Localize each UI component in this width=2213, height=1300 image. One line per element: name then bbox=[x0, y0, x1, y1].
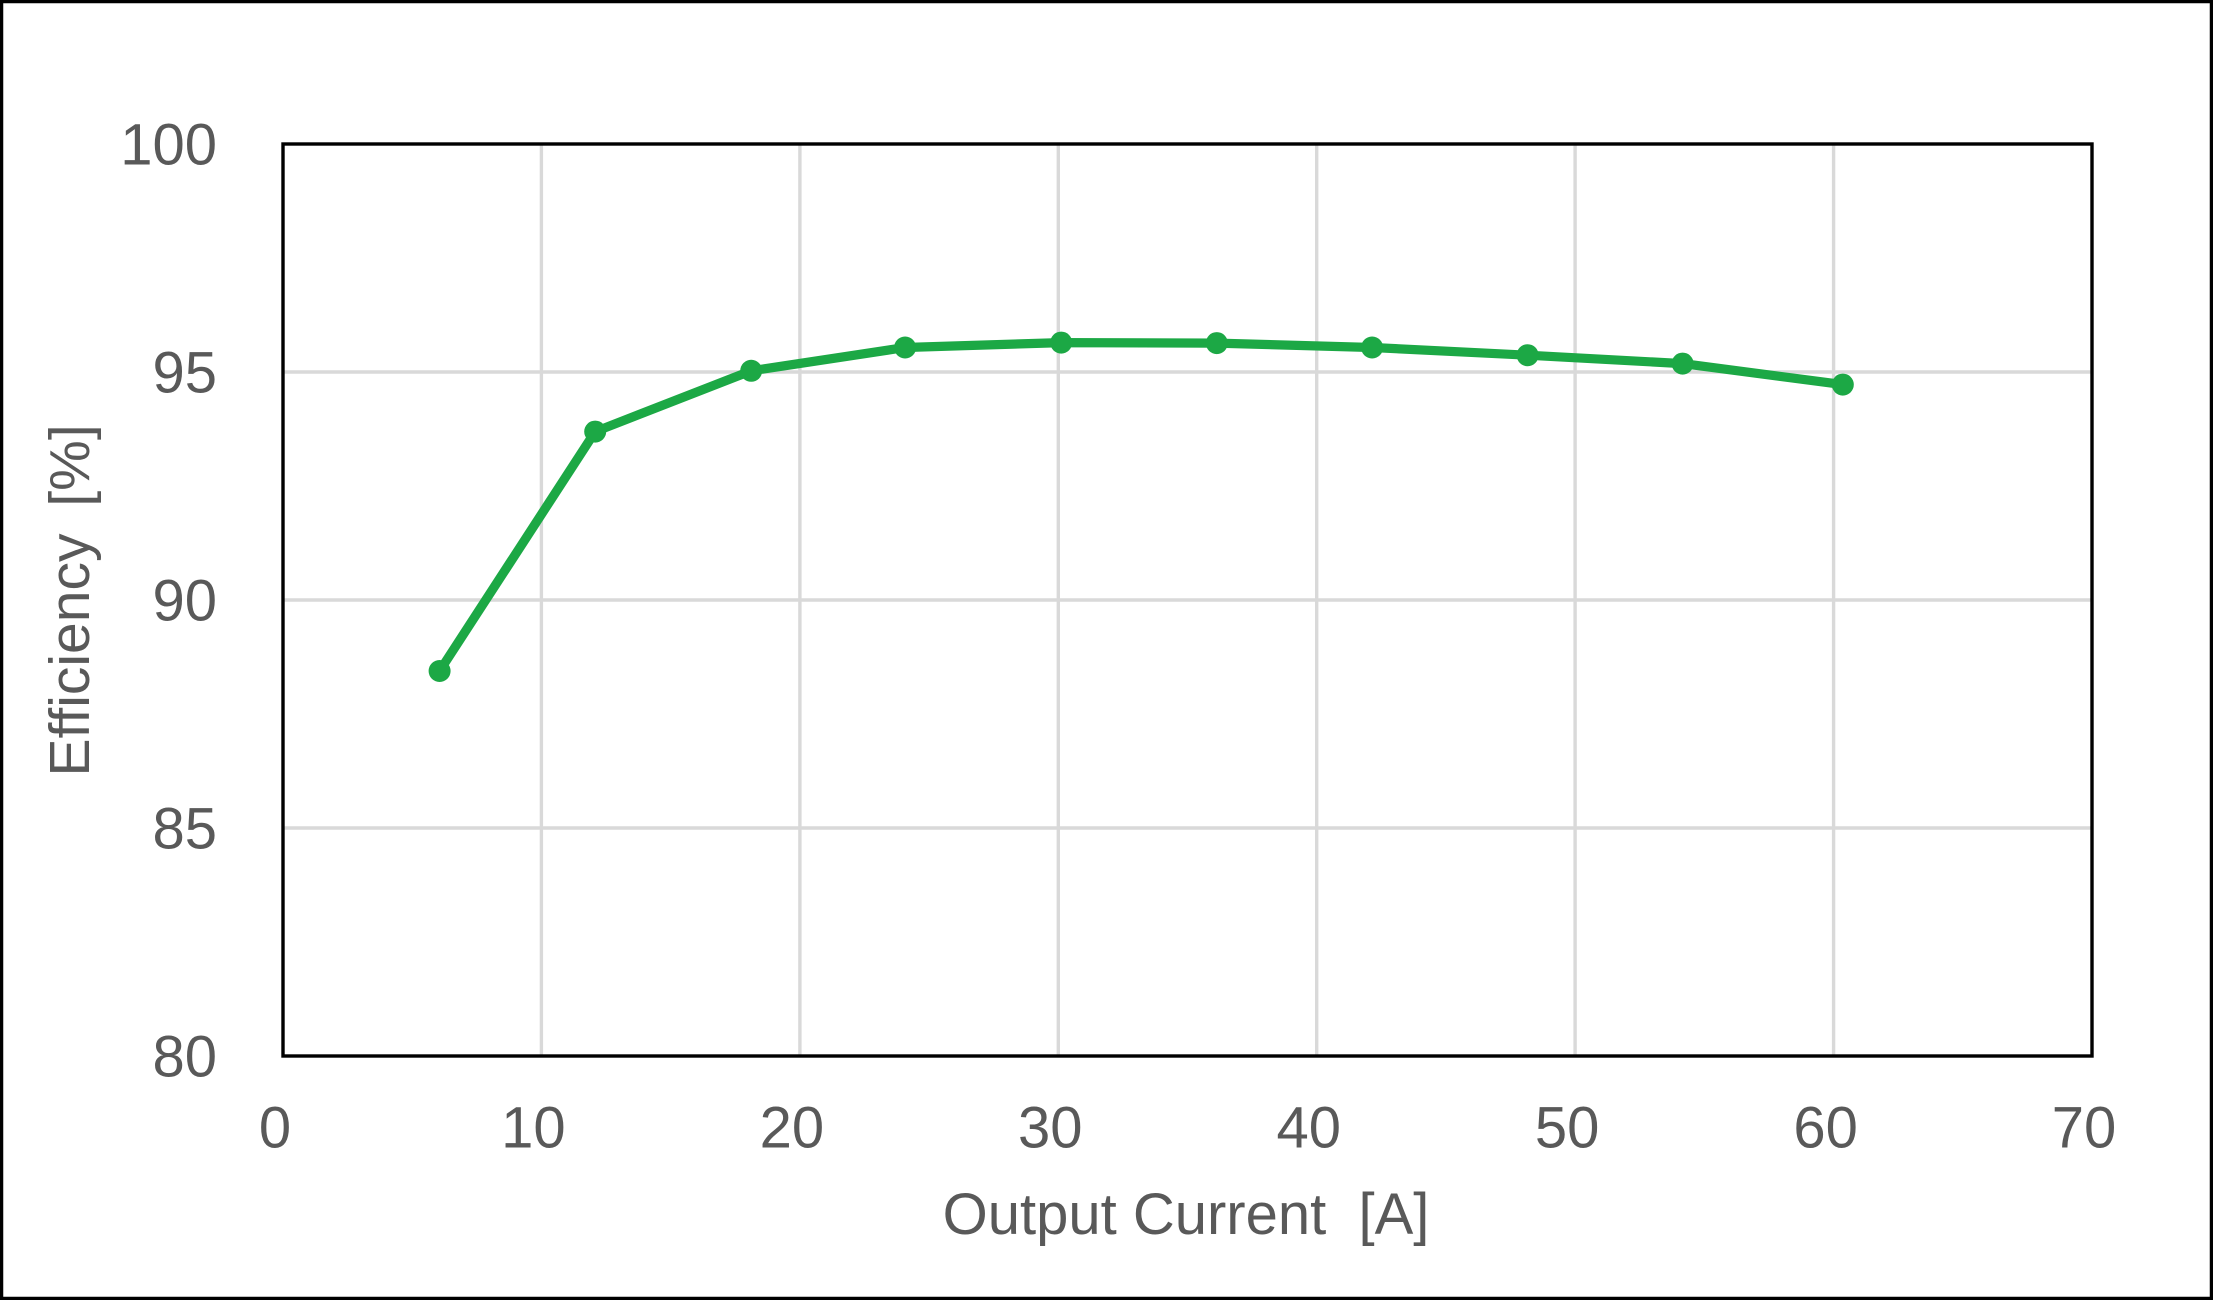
svg-text:60: 60 bbox=[1793, 1096, 1858, 1161]
svg-text:0: 0 bbox=[259, 1096, 291, 1161]
svg-text:70: 70 bbox=[2052, 1096, 2117, 1161]
svg-text:90: 90 bbox=[152, 569, 217, 634]
svg-text:95: 95 bbox=[152, 341, 217, 406]
svg-text:10: 10 bbox=[501, 1096, 566, 1161]
svg-text:[%]: [%] bbox=[38, 424, 102, 506]
svg-text:Efficiency: Efficiency bbox=[38, 533, 102, 776]
svg-text:80: 80 bbox=[152, 1025, 217, 1090]
svg-text:85: 85 bbox=[152, 797, 217, 862]
svg-text:100: 100 bbox=[120, 113, 217, 178]
svg-text:40: 40 bbox=[1276, 1096, 1341, 1161]
svg-text:20: 20 bbox=[760, 1096, 825, 1161]
svg-text:Output Current [A]: Output Current [A] bbox=[943, 1182, 1430, 1247]
svg-text:50: 50 bbox=[1535, 1096, 1600, 1161]
svg-text:30: 30 bbox=[1018, 1096, 1083, 1161]
